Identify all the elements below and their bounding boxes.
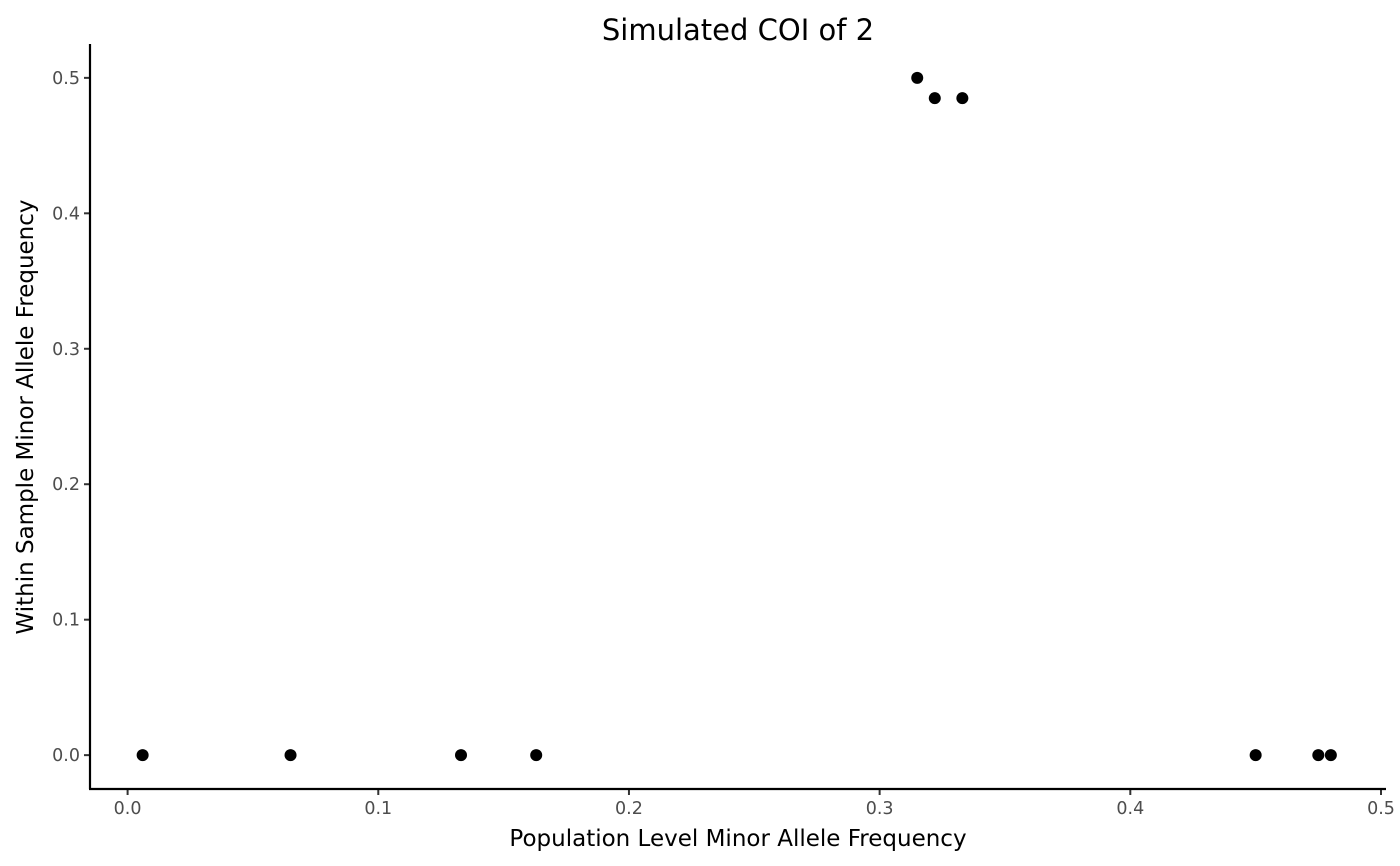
y-tick-label: 0.5 [52,69,80,89]
data-points [136,71,1337,762]
data-point [1324,749,1337,762]
data-point [284,749,297,762]
x-tick-label: 0.5 [1367,799,1395,819]
y-tick-label: 0.2 [52,475,80,495]
y-tick-label: 0.4 [52,204,80,224]
y-tick-label: 0.3 [52,340,80,360]
chart-title: Simulated COI of 2 [602,13,874,47]
y-axis-ticks: 0.0 0.1 0.2 0.3 0.4 0.5 [52,69,90,766]
x-tick-label: 0.4 [1116,799,1144,819]
data-point [455,749,468,762]
y-axis-title: Within Sample Minor Allele Frequency [13,199,39,634]
y-tick-label: 0.0 [52,746,80,766]
data-point [1249,749,1262,762]
x-axis-title: Population Level Minor Allele Frequency [509,826,966,852]
data-point [1312,749,1325,762]
data-point [928,92,941,105]
x-tick-label: 0.0 [114,799,142,819]
data-point [956,92,969,105]
data-point [136,749,149,762]
x-tick-label: 0.3 [866,799,894,819]
data-point [911,71,924,84]
x-tick-label: 0.1 [364,799,392,819]
x-tick-label: 0.2 [615,799,643,819]
y-tick-label: 0.1 [52,611,80,631]
data-point [530,749,543,762]
x-axis-ticks: 0.0 0.1 0.2 0.3 0.4 0.5 [114,789,1395,819]
